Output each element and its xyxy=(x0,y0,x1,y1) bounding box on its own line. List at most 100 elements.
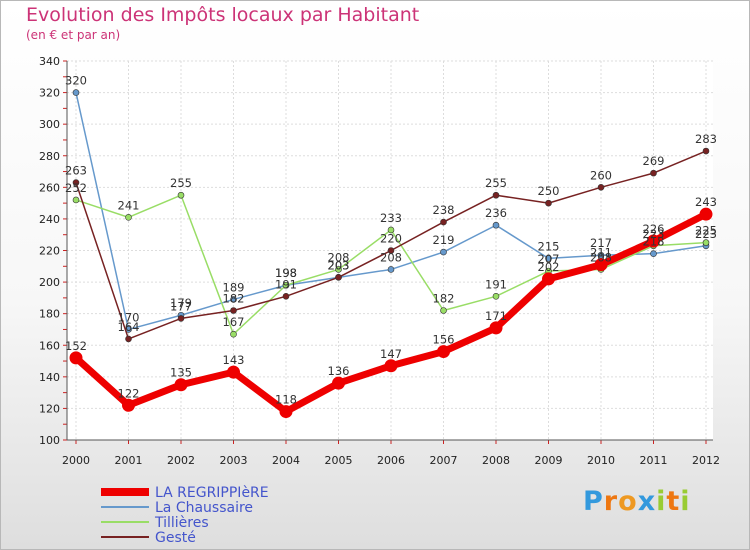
y-tick-label: 160 xyxy=(39,339,60,352)
data-label: 226 xyxy=(643,222,665,236)
data-point xyxy=(282,292,290,300)
data-point xyxy=(437,345,450,359)
data-label: 198 xyxy=(275,266,297,280)
legend-item-3: Gesté xyxy=(101,530,196,546)
x-tick-label: 2009 xyxy=(535,454,563,467)
data-label: 238 xyxy=(433,203,455,217)
data-label: 143 xyxy=(223,353,245,367)
data-point xyxy=(230,296,237,303)
data-point xyxy=(332,376,345,390)
data-point xyxy=(440,307,447,314)
data-label: 136 xyxy=(328,364,350,378)
data-label: 269 xyxy=(643,154,665,168)
data-label: 218 xyxy=(643,235,665,249)
data-label: 171 xyxy=(485,309,507,323)
data-point xyxy=(647,234,660,248)
y-tick-label: 140 xyxy=(39,371,60,384)
data-label: 220 xyxy=(380,232,402,246)
data-point xyxy=(492,292,500,300)
data-label: 211 xyxy=(590,246,612,260)
legend-label: La Chaussaire xyxy=(155,500,253,516)
data-point xyxy=(650,250,657,257)
data-label: 208 xyxy=(328,250,350,264)
legend-label: LA REGRIPPIèRE xyxy=(155,485,269,501)
legend-label: Gesté xyxy=(155,530,196,546)
data-label: 167 xyxy=(223,315,245,329)
legend-label: Tillières xyxy=(154,515,209,531)
y-tick-label: 260 xyxy=(39,181,60,194)
data-point xyxy=(177,191,185,199)
data-label: 203 xyxy=(328,258,350,272)
data-point xyxy=(72,179,80,186)
data-point xyxy=(335,266,342,273)
series-labels-3: 263 164 177 182 191 203 220 238 255 250 260 269 283 xyxy=(65,132,717,334)
data-label: 223 xyxy=(643,227,665,241)
series-3 xyxy=(72,147,710,343)
data-label: 233 xyxy=(380,211,402,225)
data-label: 135 xyxy=(170,366,192,380)
y-tick-label: 180 xyxy=(39,308,60,321)
data-point xyxy=(440,248,447,256)
data-label: 182 xyxy=(223,292,245,306)
data-label: 255 xyxy=(170,176,192,190)
data-label: 203 xyxy=(328,258,350,272)
legend-item-1: La Chaussaire xyxy=(101,500,253,516)
data-point xyxy=(387,266,395,273)
data-label: 243 xyxy=(695,195,717,209)
data-label: 241 xyxy=(118,198,140,212)
data-point xyxy=(387,247,395,254)
data-label: 191 xyxy=(275,277,297,291)
y-tick-label: 220 xyxy=(39,245,60,258)
data-label: 177 xyxy=(170,299,192,313)
x-tick-label: 2008 xyxy=(482,454,510,467)
data-label: 283 xyxy=(695,132,717,146)
data-point xyxy=(545,255,552,262)
data-point xyxy=(72,89,80,96)
proxiti-logo: Proxiti xyxy=(583,486,691,517)
logo-letter: i xyxy=(656,486,667,517)
logo-letter: t xyxy=(666,486,681,517)
x-tick-label: 2006 xyxy=(377,454,405,467)
data-point xyxy=(282,281,290,289)
data-point xyxy=(440,218,447,226)
y-tick-label: 280 xyxy=(39,150,60,163)
series-labels-0: 152 122 135 143 118 136 147 156 171 202 211 226 243 xyxy=(65,195,717,406)
x-tick-label: 2002 xyxy=(167,454,195,467)
data-point xyxy=(702,147,710,155)
data-point xyxy=(174,378,188,392)
data-point xyxy=(650,169,657,177)
y-tick-label: 200 xyxy=(39,276,60,289)
logo-letter: x xyxy=(637,486,657,517)
data-label: 191 xyxy=(485,277,507,291)
data-point xyxy=(492,221,500,229)
data-label: 156 xyxy=(433,333,455,347)
data-label: 260 xyxy=(590,168,612,182)
data-label: 217 xyxy=(590,236,612,250)
data-point xyxy=(69,351,83,365)
data-label: 252 xyxy=(65,181,87,195)
data-label: 207 xyxy=(538,252,560,266)
data-point xyxy=(387,226,395,234)
data-point xyxy=(699,207,713,221)
data-label: 236 xyxy=(485,206,507,220)
chart-title: Evolution des Impôts locaux par Habitant xyxy=(26,4,420,26)
data-label: 182 xyxy=(433,292,455,306)
data-point xyxy=(489,321,503,335)
y-tick-label: 120 xyxy=(39,402,60,415)
data-point xyxy=(545,199,552,207)
data-label: 263 xyxy=(65,164,87,178)
data-point xyxy=(279,405,293,419)
data-point xyxy=(542,272,555,286)
y-tick-label: 240 xyxy=(39,213,60,226)
x-tick-label: 2010 xyxy=(587,454,615,467)
data-label: 164 xyxy=(118,320,140,334)
data-label: 202 xyxy=(538,260,560,274)
data-point xyxy=(335,274,342,281)
data-point xyxy=(125,335,132,343)
y-tick-label: 320 xyxy=(39,87,60,100)
x-tick-label: 2012 xyxy=(692,454,720,467)
y-tick-label: 300 xyxy=(39,118,60,131)
data-point xyxy=(177,315,185,322)
